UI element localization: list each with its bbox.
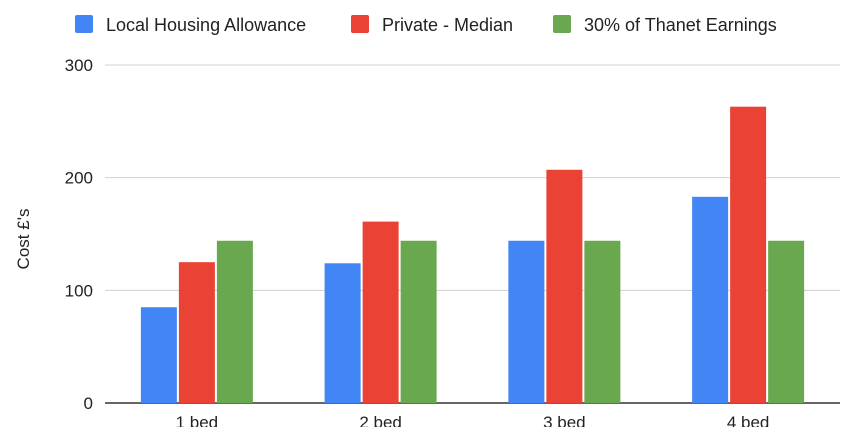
x-axis-ticks: 1 bed 2 bed 3 bed 4 bed <box>176 413 770 427</box>
legend-swatch <box>75 15 93 33</box>
bar <box>508 240 545 403</box>
x-tick-label: 1 bed <box>176 413 219 427</box>
y-tick-label: 100 <box>65 281 93 300</box>
bar <box>692 196 729 403</box>
bar <box>178 262 215 403</box>
x-tick-label: 4 bed <box>727 413 770 427</box>
legend-label: 30% of Thanet Earnings <box>584 15 777 35</box>
y-tick-label: 300 <box>65 56 93 75</box>
bar <box>362 221 399 403</box>
x-tick-label: 3 bed <box>543 413 586 427</box>
gridlines <box>105 64 840 404</box>
legend-label: Private - Median <box>382 15 513 35</box>
legend-label: Local Housing Allowance <box>106 15 306 35</box>
x-tick-label: 2 bed <box>359 413 402 427</box>
bar <box>324 263 361 403</box>
bar <box>584 240 621 403</box>
y-tick-label: 200 <box>65 169 93 188</box>
y-axis-ticks: 0 100 200 300 <box>65 56 93 413</box>
bars <box>140 106 805 403</box>
y-tick-label: 0 <box>84 394 93 413</box>
bar <box>140 307 177 403</box>
bar <box>216 240 253 403</box>
y-axis-title: Cost £'s <box>14 209 33 270</box>
legend-swatch <box>351 15 369 33</box>
bar <box>546 169 583 403</box>
bar <box>730 106 767 403</box>
bar <box>400 240 437 403</box>
legend: Local Housing Allowance Private - Median 3… <box>75 15 777 35</box>
legend-swatch <box>553 15 571 33</box>
bar <box>768 240 805 403</box>
